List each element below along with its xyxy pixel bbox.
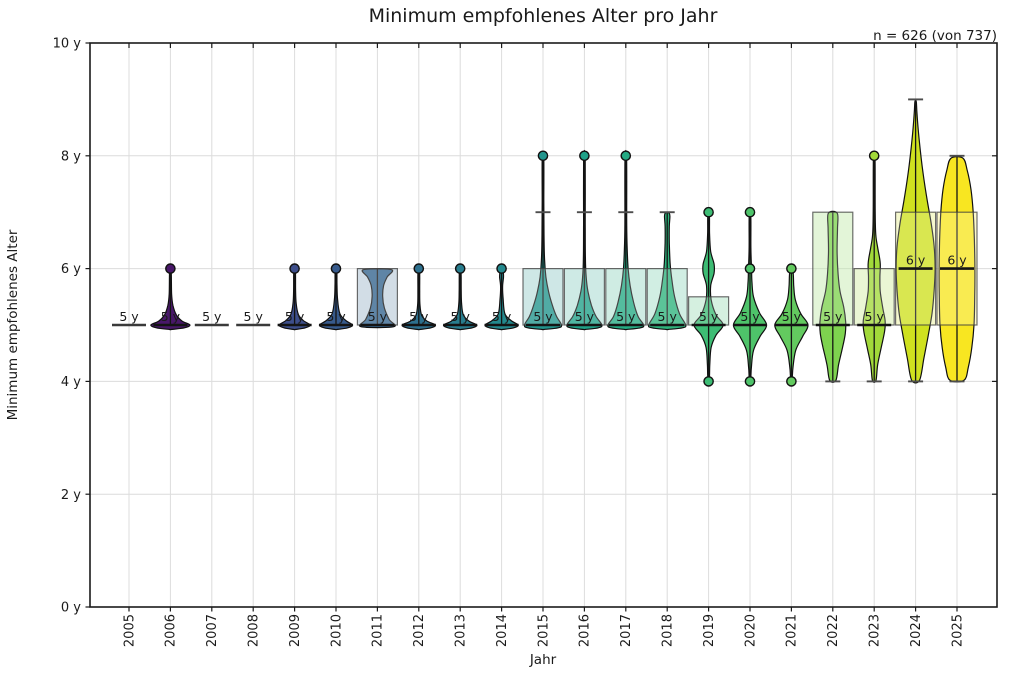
violin-value-label: 5 y — [161, 309, 181, 324]
violin-value-label: 5 y — [244, 309, 264, 324]
x-tick-label: 2007 — [205, 614, 220, 647]
x-tick-label: 2023 — [867, 614, 882, 647]
violin-value-label: 5 y — [409, 309, 429, 324]
x-tick-label: 2016 — [578, 614, 593, 647]
x-tick-label: 2013 — [453, 614, 468, 647]
y-tick-label: 4 y — [61, 375, 81, 390]
box-front — [687, 296, 730, 326]
x-tick-label: 2019 — [702, 614, 717, 647]
outlier-dot — [537, 150, 549, 162]
box-front — [812, 211, 854, 326]
y-tick-label: 8 y — [61, 149, 81, 164]
violin-value-label: 5 y — [533, 309, 553, 324]
violin-value-label: 5 y — [575, 309, 595, 324]
violin-value-label: 5 y — [368, 309, 388, 324]
axes-frame — [89, 42, 998, 608]
outlier-dot — [744, 206, 756, 218]
y-tick-label: 6 y — [61, 262, 81, 277]
x-tick-label: 2018 — [660, 614, 675, 647]
outlier-dot — [413, 263, 425, 274]
violin-value-label: 5 y — [782, 309, 802, 324]
x-tick-label: 2017 — [619, 614, 634, 647]
outlier-dot — [620, 150, 632, 162]
x-tick-label: 2012 — [412, 614, 427, 647]
x-tick-label: 2015 — [536, 614, 551, 647]
outlier-dot — [868, 150, 880, 162]
x-tick-label: 2025 — [950, 614, 965, 647]
chart-title: Minimum empfohlenes Alter pro Jahr — [369, 5, 718, 27]
violin-value-label: 5 y — [699, 309, 719, 324]
y-tick-label: 10 y — [53, 37, 82, 52]
violin-value-label: 5 y — [740, 309, 760, 324]
box-front — [356, 268, 398, 326]
x-tick-label: 2010 — [329, 614, 344, 647]
violin-value-label: 5 y — [865, 309, 885, 324]
x-tick-label: 2006 — [164, 614, 179, 647]
violin-value-label: 5 y — [492, 309, 512, 324]
x-tick-label: 2022 — [826, 614, 841, 647]
outlier-dot — [744, 376, 756, 387]
x-tick-label: 2009 — [288, 614, 303, 647]
x-axis-label: Jahr — [529, 652, 557, 668]
violin-value-label: 5 y — [326, 309, 346, 324]
box-front — [563, 268, 606, 326]
outlier-dot — [454, 263, 466, 274]
x-tick-label: 2005 — [122, 614, 137, 647]
outlier-dot — [786, 376, 797, 387]
outlier-dot — [744, 263, 756, 274]
sample-size-annotation: n = 626 (von 737) — [873, 28, 997, 44]
y-tick-label: 2 y — [61, 488, 81, 503]
violin-value-label: 5 y — [658, 309, 678, 324]
violin-value-label: 5 y — [616, 309, 636, 324]
outlier-dot — [703, 206, 714, 218]
x-tick-label: 2024 — [909, 614, 924, 647]
outlier-dot — [165, 263, 176, 274]
outlier-dot — [289, 263, 300, 274]
violin-value-label: 6 y — [947, 253, 967, 268]
violin-value-label: 6 y — [906, 253, 926, 268]
outlier-dot — [496, 263, 507, 274]
x-tick-label: 2008 — [246, 614, 261, 647]
y-tick-label: 0 y — [61, 601, 81, 616]
outlier-dot — [786, 263, 797, 274]
plot-area: 5 y 5 y 5 y 5 y 5 y 5 y 5 y 5 y 5 y 5 y 5 y 5 y 5 y 5… — [53, 37, 998, 647]
x-tick-label: 2020 — [743, 614, 758, 647]
outlier-dot — [330, 263, 342, 274]
x-tick-label: 2021 — [785, 614, 800, 647]
x-tick-label: 2014 — [495, 614, 510, 647]
box-front — [605, 268, 647, 326]
violin-value-label: 5 y — [119, 309, 139, 324]
violin-value-label: 5 y — [451, 309, 471, 324]
outlier-dot — [579, 150, 590, 162]
violin-value-label: 5 y — [202, 309, 222, 324]
outlier-dot — [703, 376, 714, 387]
x-tick-label: 2011 — [371, 614, 386, 647]
violin-value-label: 5 y — [823, 309, 843, 324]
violin-value-label: 5 y — [285, 309, 305, 324]
y-axis-label: Minimum empfohlenes Alter — [5, 229, 21, 420]
